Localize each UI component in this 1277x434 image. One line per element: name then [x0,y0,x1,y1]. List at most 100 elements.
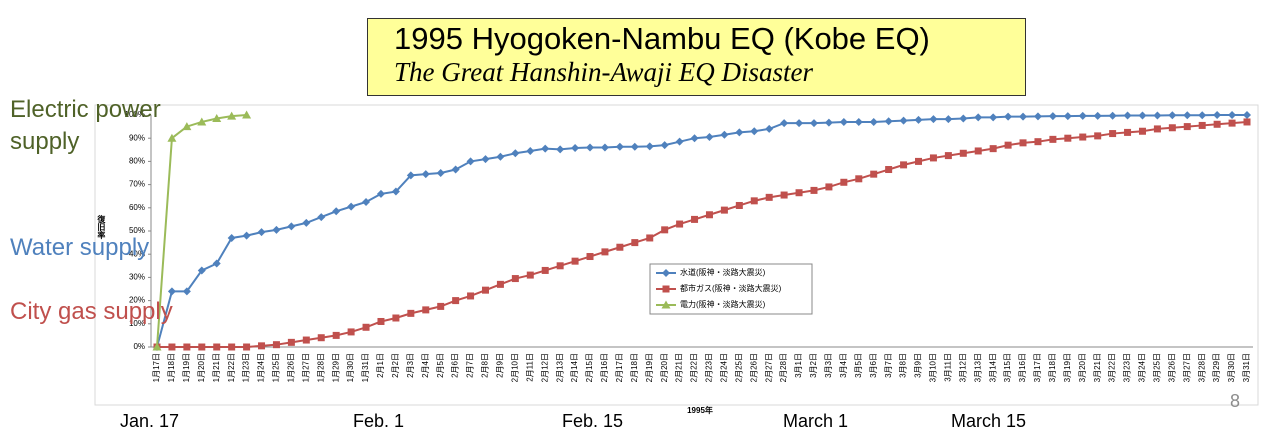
point [615,142,624,151]
x-tick-label: 2月22日 [690,353,699,382]
point [690,134,699,143]
point [526,146,535,155]
point [496,152,505,161]
y-tick-label: 0% [133,342,145,351]
x-tick-label: 1月26日 [286,353,295,382]
legend-label: 電力(阪神・淡路大震災) [680,299,766,309]
point [646,234,654,242]
point [750,127,759,136]
point [974,113,983,122]
point [391,187,400,196]
x-tick-label: 2月19日 [645,353,654,382]
x-tick-label: 1月21日 [212,353,221,382]
point [212,113,222,122]
x-tick-label: 1月25日 [272,353,281,382]
x-tick-label: 2月7日 [466,353,475,378]
y-tick-label: 80% [129,157,145,166]
point [317,213,326,222]
x-tick-label: 3月16日 [1018,353,1027,382]
y-tick-label: 40% [129,249,145,258]
x-tick-label: 3月11日 [943,353,952,382]
point [586,253,594,261]
point [1153,125,1161,133]
annotation: Feb. 15 [562,411,624,431]
x-tick-label: 3月6日 [869,353,878,378]
point [1243,111,1251,119]
point [989,145,997,153]
point [1064,134,1072,142]
x-tick-label: 1月17日 [152,353,161,382]
y-tick-label: 20% [129,296,145,305]
point [885,166,893,174]
x-tick-label: 2月23日 [705,353,714,382]
y-tick-label: 90% [129,133,145,142]
point [227,111,237,120]
point [392,314,400,322]
point [839,117,848,126]
point [242,110,252,119]
point [1004,112,1013,121]
x-tick-label: 3月12日 [958,353,967,382]
x-tick-label: 1月31日 [361,353,370,382]
chart-frame [94,104,1259,406]
point [272,225,281,234]
point [795,189,803,197]
point [228,343,236,351]
x-tick-label: 3月27日 [1182,353,1191,382]
x-tick-label: 1月29日 [331,353,340,382]
point [511,149,520,158]
point [824,118,833,127]
x-tick-label: 2月10日 [510,353,519,382]
x-tick-label: 2月27日 [764,353,773,382]
point [1048,112,1057,121]
point [1049,135,1057,143]
x-tick-label: 3月26日 [1167,353,1176,382]
x-tick-label: 1月27日 [301,353,310,382]
x-tick-label: 1月24日 [257,353,266,382]
point [467,292,475,300]
x-tick-label: 1月30日 [346,353,355,382]
point [257,228,266,237]
point [1094,132,1102,140]
y-tick-label: 60% [129,203,145,212]
point [362,323,370,331]
point [377,317,385,325]
point [197,266,206,275]
point [571,143,580,152]
x-tick-label: 3月20日 [1078,353,1087,382]
x-tick-label: 3月19日 [1063,353,1072,382]
point [1063,112,1072,121]
x-tick-label: 2月21日 [675,353,684,382]
point [750,197,758,205]
point [631,239,639,247]
point [167,287,176,296]
point [347,328,355,336]
point [915,157,923,165]
point [840,178,848,186]
point [302,218,311,227]
point [1228,119,1236,127]
point [1138,127,1146,135]
point [1183,123,1191,131]
x-tick-label: 2月2日 [391,353,400,378]
x-tick-label: 3月31日 [1242,353,1251,382]
point [944,115,953,124]
point [735,201,743,209]
point [676,220,684,228]
point [914,115,923,124]
point [317,334,325,342]
x-tick-label: 3月5日 [854,353,863,378]
x-tick-label: 3月28日 [1197,353,1206,382]
x-tick-label: 2月13日 [555,353,564,382]
point [302,336,310,344]
x-tick-label: 3月10日 [929,353,938,382]
point [437,302,445,310]
point [809,119,818,128]
x-tick-label: 2月14日 [570,353,579,382]
point [855,175,863,183]
legend-label: 水道(阪神・淡路大震災) [680,267,766,277]
x-tick-label: 1月18日 [167,353,176,382]
point [1168,111,1177,120]
x-tick-label: 2月12日 [540,353,549,382]
point [929,115,938,124]
